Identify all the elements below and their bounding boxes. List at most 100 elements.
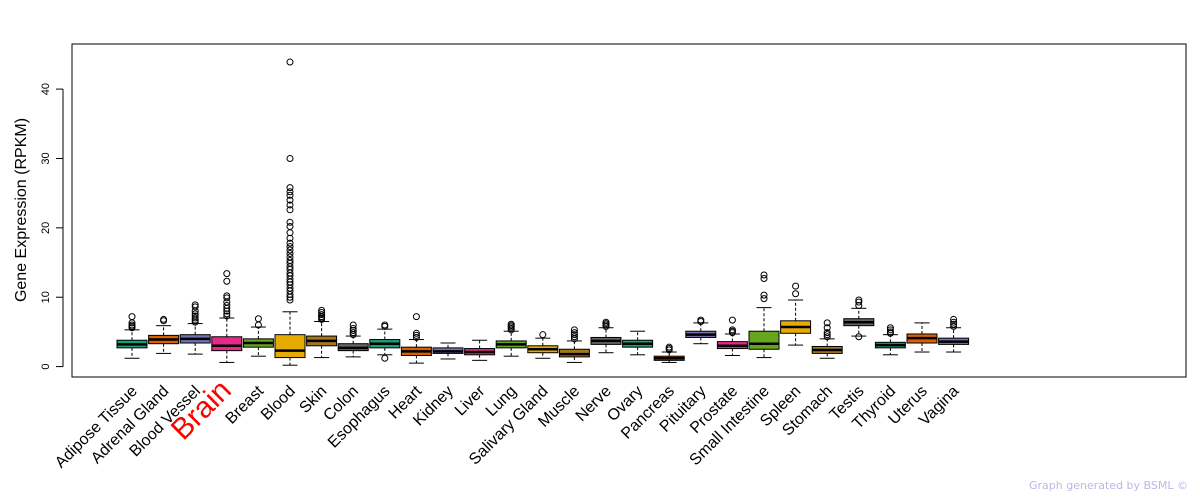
outlier-point [950, 318, 958, 326]
outlier-point [223, 312, 231, 320]
outlier-point [223, 294, 231, 302]
outlier-point [823, 319, 831, 327]
y-tick-label: 10 [40, 291, 52, 303]
outlier-point [286, 250, 294, 258]
box-group [432, 342, 464, 360]
outlier-point [855, 333, 863, 341]
y-tick-label: 0 [40, 364, 52, 370]
outlier-point [855, 298, 863, 306]
outlier-point [349, 324, 357, 332]
box-group [464, 339, 496, 361]
box-series [116, 58, 970, 366]
outlier-point [286, 243, 294, 251]
box [274, 334, 306, 359]
outlier-point [160, 315, 168, 323]
box-group [874, 324, 906, 356]
outlier-point [602, 318, 610, 326]
outlier-point [254, 315, 262, 323]
outlier-point [665, 343, 673, 351]
outlier-point [697, 316, 705, 324]
box-group [811, 319, 843, 359]
box-group [242, 315, 274, 357]
outlier-point [223, 277, 231, 285]
outlier-point [191, 314, 199, 322]
outlier-point [792, 290, 800, 298]
outlier-point [318, 311, 326, 319]
plot-frame [71, 43, 1187, 378]
outlier-point [286, 191, 294, 199]
box-group [938, 315, 970, 353]
outlier-point [191, 301, 199, 309]
outlier-point [286, 246, 294, 254]
outlier-point [286, 154, 294, 162]
box-group [653, 343, 685, 363]
outlier-point [286, 58, 294, 66]
box-group [337, 321, 369, 358]
box-group [527, 331, 559, 359]
outlier-point [855, 296, 863, 304]
outlier-point [823, 329, 831, 337]
box-group [685, 316, 717, 345]
outlier-point [191, 303, 199, 311]
outlier-point [507, 320, 515, 328]
box-group [622, 330, 654, 356]
outlier-point [412, 313, 420, 321]
outlier-point [950, 315, 958, 323]
box-group [748, 271, 780, 359]
box-group [211, 270, 243, 363]
outlier-point [349, 321, 357, 329]
outlier-point [286, 253, 294, 261]
outlier-point [760, 295, 768, 303]
box-group [716, 316, 748, 356]
box-group [843, 296, 875, 341]
box-group [590, 318, 622, 354]
box-group [148, 315, 180, 354]
outlier-point [760, 274, 768, 282]
outlier-point [191, 312, 199, 320]
outlier-point [128, 313, 136, 321]
outlier-point [286, 256, 294, 264]
box-group [306, 306, 338, 359]
box-group [369, 321, 401, 362]
y-tick-label: 30 [40, 152, 52, 164]
outlier-point [223, 292, 231, 300]
y-tick-label: 20 [40, 222, 52, 234]
outlier-point [381, 354, 389, 362]
x-tick-label: Liver [452, 382, 489, 419]
box [748, 330, 780, 350]
footer-credit: Graph generated by BSML © [1029, 479, 1188, 492]
outlier-point [570, 329, 578, 337]
outlier-point [286, 222, 294, 230]
outlier-point [728, 326, 736, 334]
outlier-point [286, 188, 294, 196]
outlier-point [286, 206, 294, 214]
outlier-point [570, 331, 578, 339]
outlier-point [381, 321, 389, 329]
outlier-point [286, 184, 294, 192]
outlier-point [286, 218, 294, 226]
outlier-point [950, 320, 958, 328]
y-axis-label: Gene Expression (RPKM) [13, 118, 30, 302]
outlier-point [286, 196, 294, 204]
outlier-point [886, 326, 894, 334]
outlier-point [570, 326, 578, 334]
box-group [906, 322, 938, 353]
outlier-point [792, 282, 800, 290]
outlier-point [950, 322, 958, 330]
outlier-point [286, 201, 294, 209]
outlier-point [286, 239, 294, 247]
box-group [179, 301, 211, 355]
box-group [274, 58, 306, 366]
outlier-point [760, 271, 768, 279]
outlier-point [128, 321, 136, 329]
box [211, 336, 243, 352]
outlier-point [539, 331, 547, 339]
x-tick-label: Blood [258, 383, 299, 424]
outlier-point [318, 306, 326, 314]
box-group [400, 313, 432, 364]
outlier-point [760, 291, 768, 299]
outlier-point [412, 333, 420, 341]
outlier-point [570, 333, 578, 341]
outlier-point [223, 302, 231, 310]
